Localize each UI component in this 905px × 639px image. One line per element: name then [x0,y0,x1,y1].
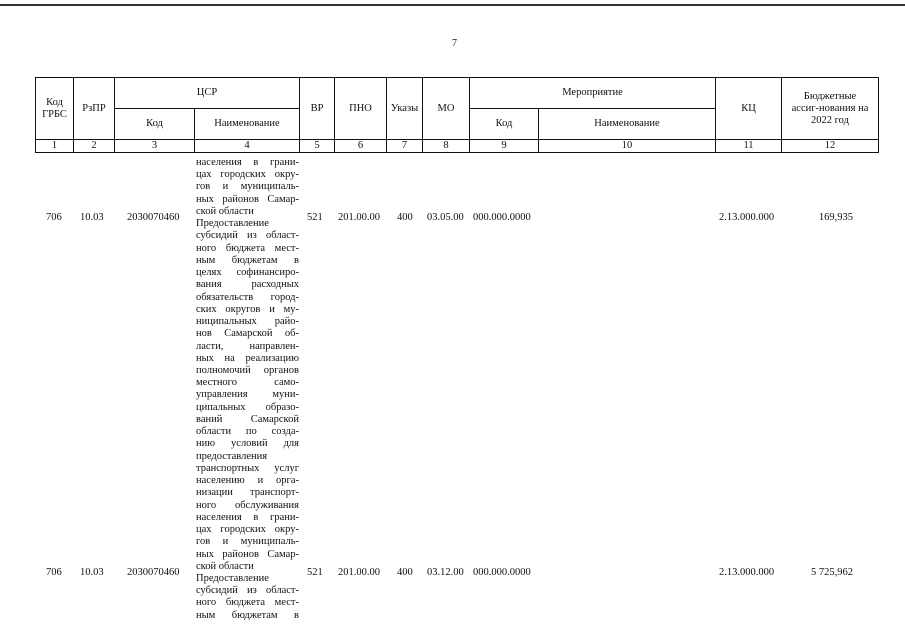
name-text-line: вания расходных [196,279,299,291]
name-text-line: ного бюджета мест- [196,597,299,609]
header-pno: ПНО [334,77,387,140]
header-csr: ЦСР [114,77,300,109]
name-text-line: низации транспорт- [196,487,299,499]
name-text-line: субсидий из област- [196,230,299,242]
header-mer-kod: Код [469,108,539,140]
name-text-line: населения в грани- [196,511,299,523]
column-number: 10 [538,139,716,153]
name-text-line: ской области [196,560,254,572]
page-number: 7 [452,38,457,49]
name-text-line: цах городских окру- [196,524,299,536]
name-text-line: ниципальных райо- [196,316,299,328]
cell-pno: 201.00.00 [338,212,380,223]
column-number: 7 [386,139,423,153]
cell-pno: 201.00.00 [338,567,380,578]
name-text-line: транспортных услуг [196,462,299,474]
header-mo: МО [422,77,470,140]
cell-rzpr: 10.03 [80,567,104,578]
header-kod-grbs: Код ГРБС [35,77,74,140]
column-number: 5 [299,139,335,153]
name-text-line: местного само- [196,377,299,389]
name-text-line: предоставления [196,450,268,462]
column-number: 12 [781,139,879,153]
header-budget: Бюджетные ассиг-нования на 2022 год [781,77,879,140]
name-text-line: нов Самарской об- [196,328,299,340]
column-number: 11 [715,139,782,153]
name-text-line: ным бюджетам в [196,609,299,621]
column-number: 2 [73,139,115,153]
name-text-line: целях софинансиро- [196,267,299,279]
header-kc: КЦ [715,77,782,140]
name-text-line: субсидий из област- [196,585,299,597]
name-text-line: обязательств город- [196,291,299,303]
column-number: 4 [194,139,300,153]
name-text-line: полномочий органов [196,364,299,376]
cell-grbs: 706 [46,212,62,223]
name-text-line: ласти, направлен- [196,340,299,352]
name-text-line: Предоставление [196,572,269,584]
name-text-line: ных районов Самар- [196,193,299,205]
header-meropriyatie: Мероприятие [469,77,716,109]
cell-mer-kod: 000.000.0000 [473,567,531,578]
csr-name-column: населения в грани-цах городских окру-гов… [196,157,299,622]
name-text-line: ным бюджетам в [196,254,299,266]
column-numbers-row: 1 2 3 4 5 6 7 8 9 10 11 12 [35,139,879,153]
name-text-line: ваний Самарской [196,413,299,425]
header-rzpr: РзПР [73,77,115,140]
cell-ukaz: 400 [397,567,413,578]
cell-amount: 169,935 [818,212,853,223]
column-number: 8 [422,139,470,153]
name-text-line: области по созда- [196,426,299,438]
column-number: 3 [114,139,195,153]
name-text-line: населению и орга- [196,475,299,487]
cell-mo: 03.05.00 [427,212,464,223]
cell-csr: 2030070460 [127,212,180,223]
name-text-line: нию условий для [196,438,299,450]
name-text-line: цах городских окру- [196,169,299,181]
cell-rzpr: 10.03 [80,212,104,223]
header-csr-kod: Код [114,108,195,140]
column-number: 9 [469,139,539,153]
name-text-line: ципальных образо- [196,401,299,413]
cell-mer-kod: 000.000.0000 [473,212,531,223]
name-text-line: ских округов и му- [196,303,299,315]
header-csr-name: Наименование [194,108,300,140]
name-text-line: ного бюджета мест- [196,242,299,254]
cell-amount: 5 725,962 [811,567,853,578]
name-text-line: ской области [196,205,254,217]
cell-csr: 2030070460 [127,567,180,578]
name-text-line: населения в грани- [196,157,299,168]
name-text-line: гов и муниципаль- [196,181,299,193]
cell-vr: 521 [307,567,323,578]
name-text-line: ного обслуживания [196,499,299,511]
header-mer-name: Наименование [538,108,716,140]
cell-mo: 03.12.00 [427,567,464,578]
name-text-line: Предоставление [196,218,269,230]
table-header: Код ГРБС РзПР ЦСР ВР ПНО Указы МО Меропр… [35,77,879,153]
cell-ukaz: 400 [397,212,413,223]
cell-vr: 521 [307,212,323,223]
top-border-line [0,4,905,6]
cell-kc: 2.13.000.000 [719,567,775,578]
cell-grbs: 706 [46,567,62,578]
header-ukazy: Указы [386,77,423,140]
name-text-line: гов и муниципаль- [196,536,299,548]
name-text-line: управления муни- [196,389,299,401]
column-number: 1 [35,139,74,153]
column-number: 6 [334,139,387,153]
name-text-line: ных районов Самар- [196,548,299,560]
cell-kc: 2.13.000.000 [719,212,775,223]
header-vr: ВР [299,77,335,140]
name-text-line: ных на реализацию [196,352,299,364]
